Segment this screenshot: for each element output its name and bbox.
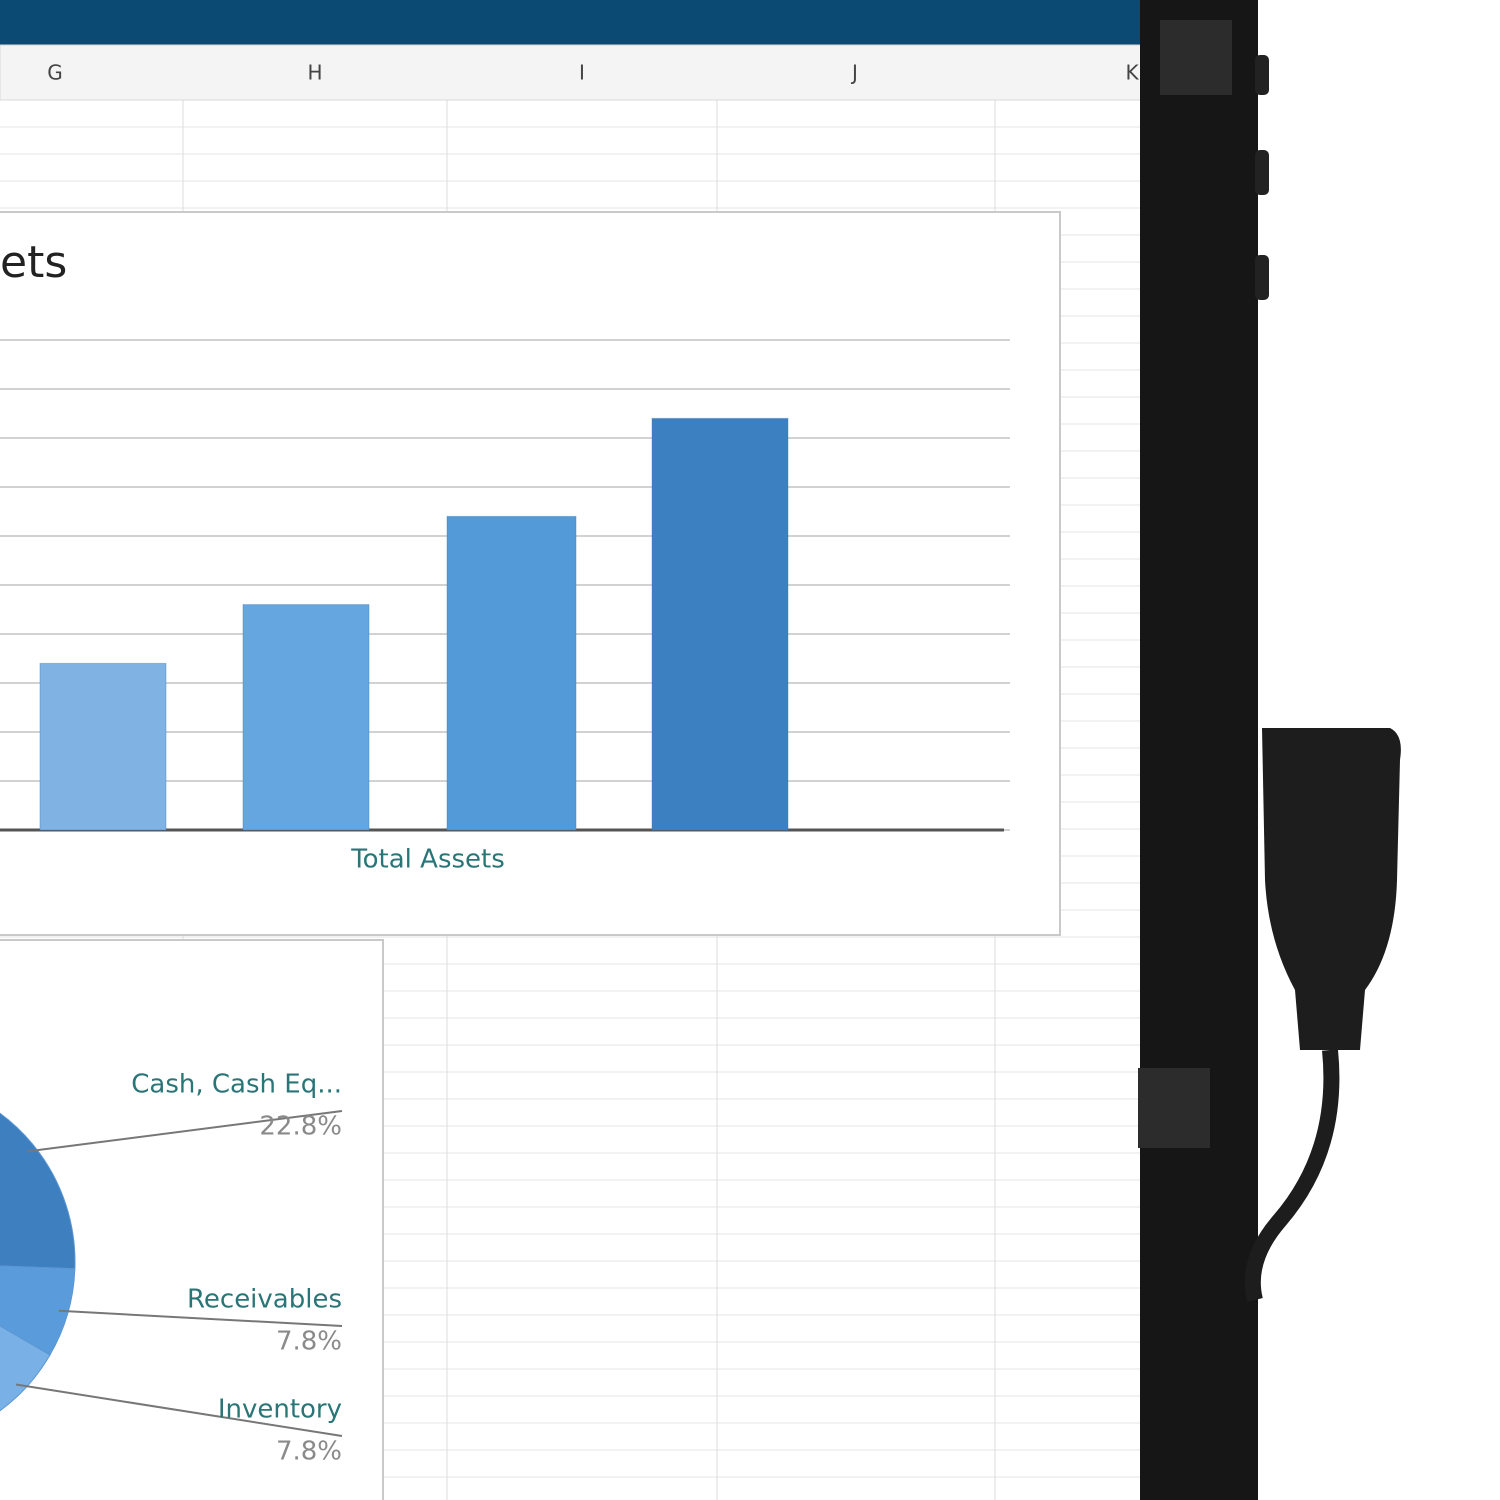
x-axis-label: Total Assets [350,845,505,875]
column-header: I [579,61,585,85]
column-header: H [307,61,322,85]
button[interactable] [1255,55,1269,95]
pie-value-label: 7.8% [276,1437,342,1467]
button[interactable] [1255,255,1269,300]
bar-chart: ets Total Assets [0,237,1010,875]
pie-label: Cash, Cash Eq... [131,1070,342,1100]
clip [1138,1068,1210,1148]
bar [242,604,370,831]
column-header-row [0,44,1146,101]
pie-value-label: 22.8% [259,1112,342,1142]
bar [39,662,167,831]
bar [651,417,789,831]
pie-slice [0,1112,76,1270]
pie-label: Inventory [218,1395,342,1425]
usb-plug [1262,728,1401,1050]
pie-value-label: 7.8% [276,1327,342,1357]
chart-title: ets [0,237,67,288]
bar [446,515,577,831]
pie-label: Receivables [187,1285,342,1315]
clip [1160,20,1232,95]
column-header: K [1125,61,1139,85]
leader-line [26,1110,343,1153]
pie-chart: Cash, Cash Eq... 22.8% Receivables 7.8% Inve… [0,1070,343,1467]
leader-line [58,1309,343,1327]
button[interactable] [1255,150,1269,195]
bezel [1138,0,1401,1500]
pie-slice [0,1325,51,1412]
bezel-frame [1140,0,1258,1500]
title-bar [0,0,1145,45]
column-header: J [850,61,858,85]
column-header: G [47,61,63,85]
cable [1244,1049,1340,1302]
column-headers: G H I J K [47,61,1139,85]
leader-line [15,1383,343,1437]
